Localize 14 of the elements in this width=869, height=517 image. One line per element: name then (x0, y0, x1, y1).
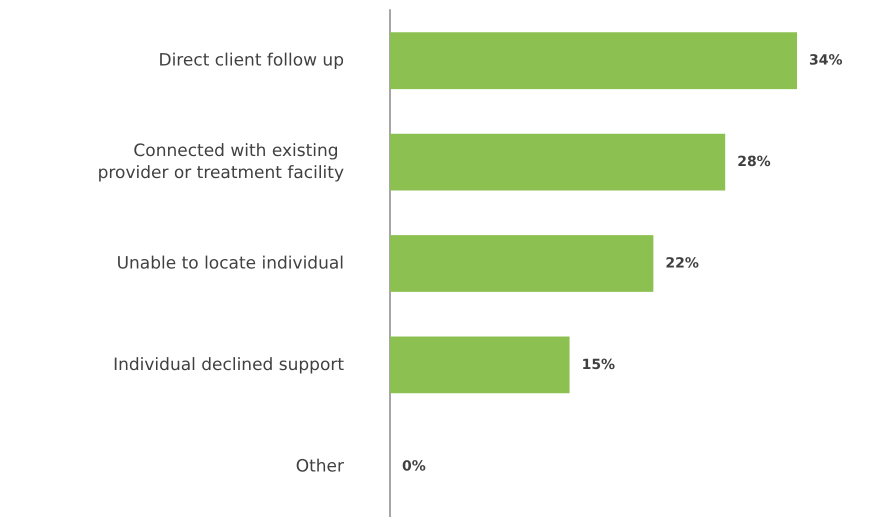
data-label: 22% (665, 256, 699, 272)
data-label: 15% (582, 356, 616, 373)
data-label: 34% (809, 52, 843, 69)
data-label: 0% (402, 458, 426, 474)
y-tick-label: Connected with existing provider or treatment facility (98, 141, 344, 184)
bar (390, 134, 726, 190)
y-tick-label: Other (296, 456, 344, 476)
bar (390, 336, 570, 394)
bar (390, 235, 654, 292)
y-tick-label: Individual declined support (113, 354, 344, 375)
y-tick-label: Unable to locate individual (116, 254, 344, 274)
data-label: 28% (737, 154, 771, 170)
bar (390, 32, 798, 90)
y-tick-label: Direct client follow up (158, 50, 344, 71)
